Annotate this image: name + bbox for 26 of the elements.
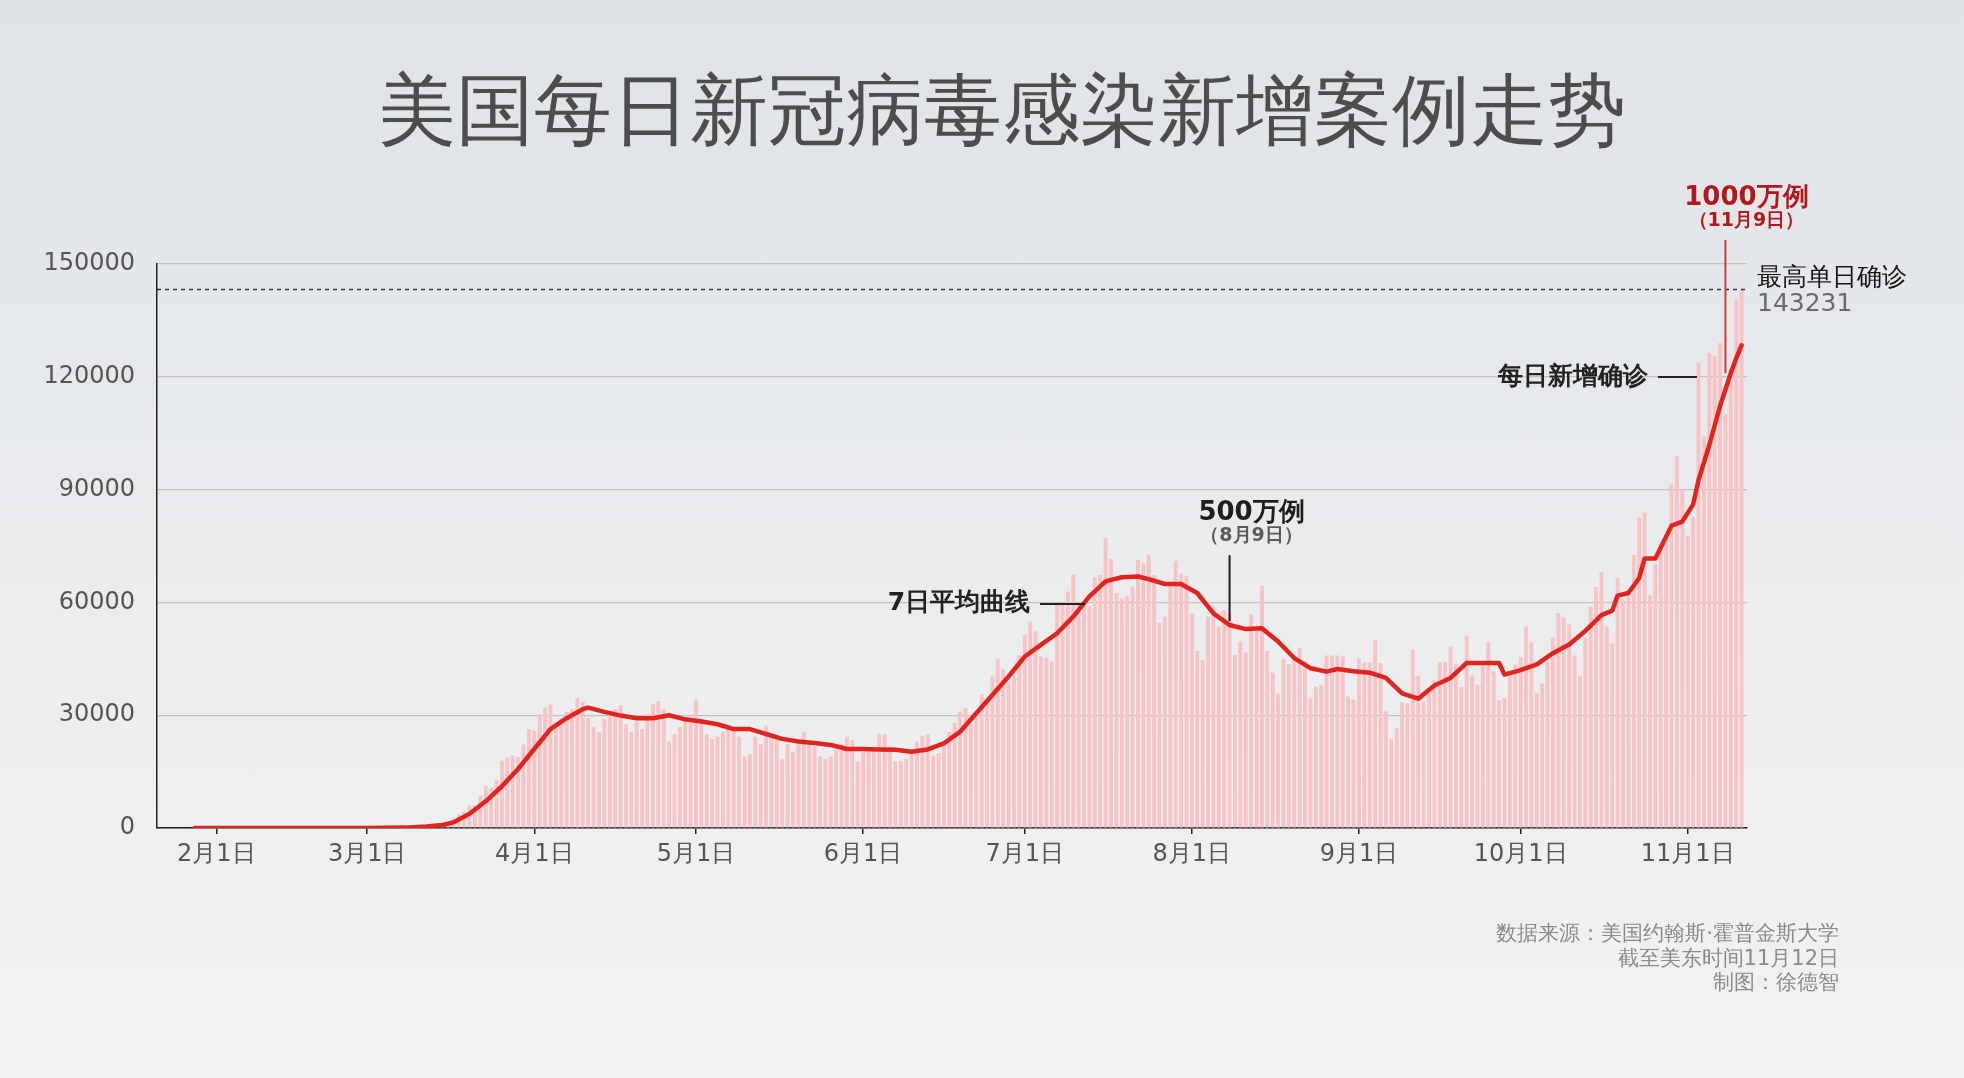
y-tick-label: 60000: [58, 586, 135, 615]
text: 制图：徐德智: [1712, 970, 1839, 995]
x-tick-label: 11月1日: [1640, 838, 1735, 867]
x-tick-label: 2月1日: [177, 838, 256, 867]
ref-line-label: 最高单日确诊 143231: [1757, 261, 1907, 317]
annotation: 500万例: [1198, 495, 1305, 526]
y-tick-label: 120000: [43, 361, 135, 390]
y-tick-label: 0: [119, 812, 135, 841]
x-tick-label: 4月1日: [495, 838, 574, 867]
x-tick-label: 8月1日: [1152, 838, 1232, 867]
annotation: 1000万例: [1684, 180, 1809, 211]
y-tick-label: 150000: [43, 248, 135, 277]
chart-title: 美国每日新冠病毒感染新增案例走势: [377, 64, 1627, 157]
source-note: 数据来源：美国约翰斯·霍普金斯大学: [1496, 921, 1839, 946]
y-tick-label: 30000: [58, 699, 135, 728]
x-tick-label: 9月1日: [1319, 838, 1399, 867]
series-label: 每日新增确诊: [1496, 360, 1649, 390]
series-label: 7日平均曲线: [887, 587, 1031, 617]
x-tick-label: 5月1日: [656, 838, 736, 867]
x-tick-label: 10月1日: [1473, 838, 1568, 867]
x-tick-label: 6月1日: [823, 838, 903, 867]
text: 截至美东时间11月12日: [1616, 945, 1839, 970]
annotation: （8月9日）: [1200, 523, 1303, 546]
y-tick-label: 90000: [58, 473, 135, 502]
x-tick-label: 7月1日: [985, 838, 1065, 867]
x-tick-label: 3月1日: [327, 838, 407, 867]
